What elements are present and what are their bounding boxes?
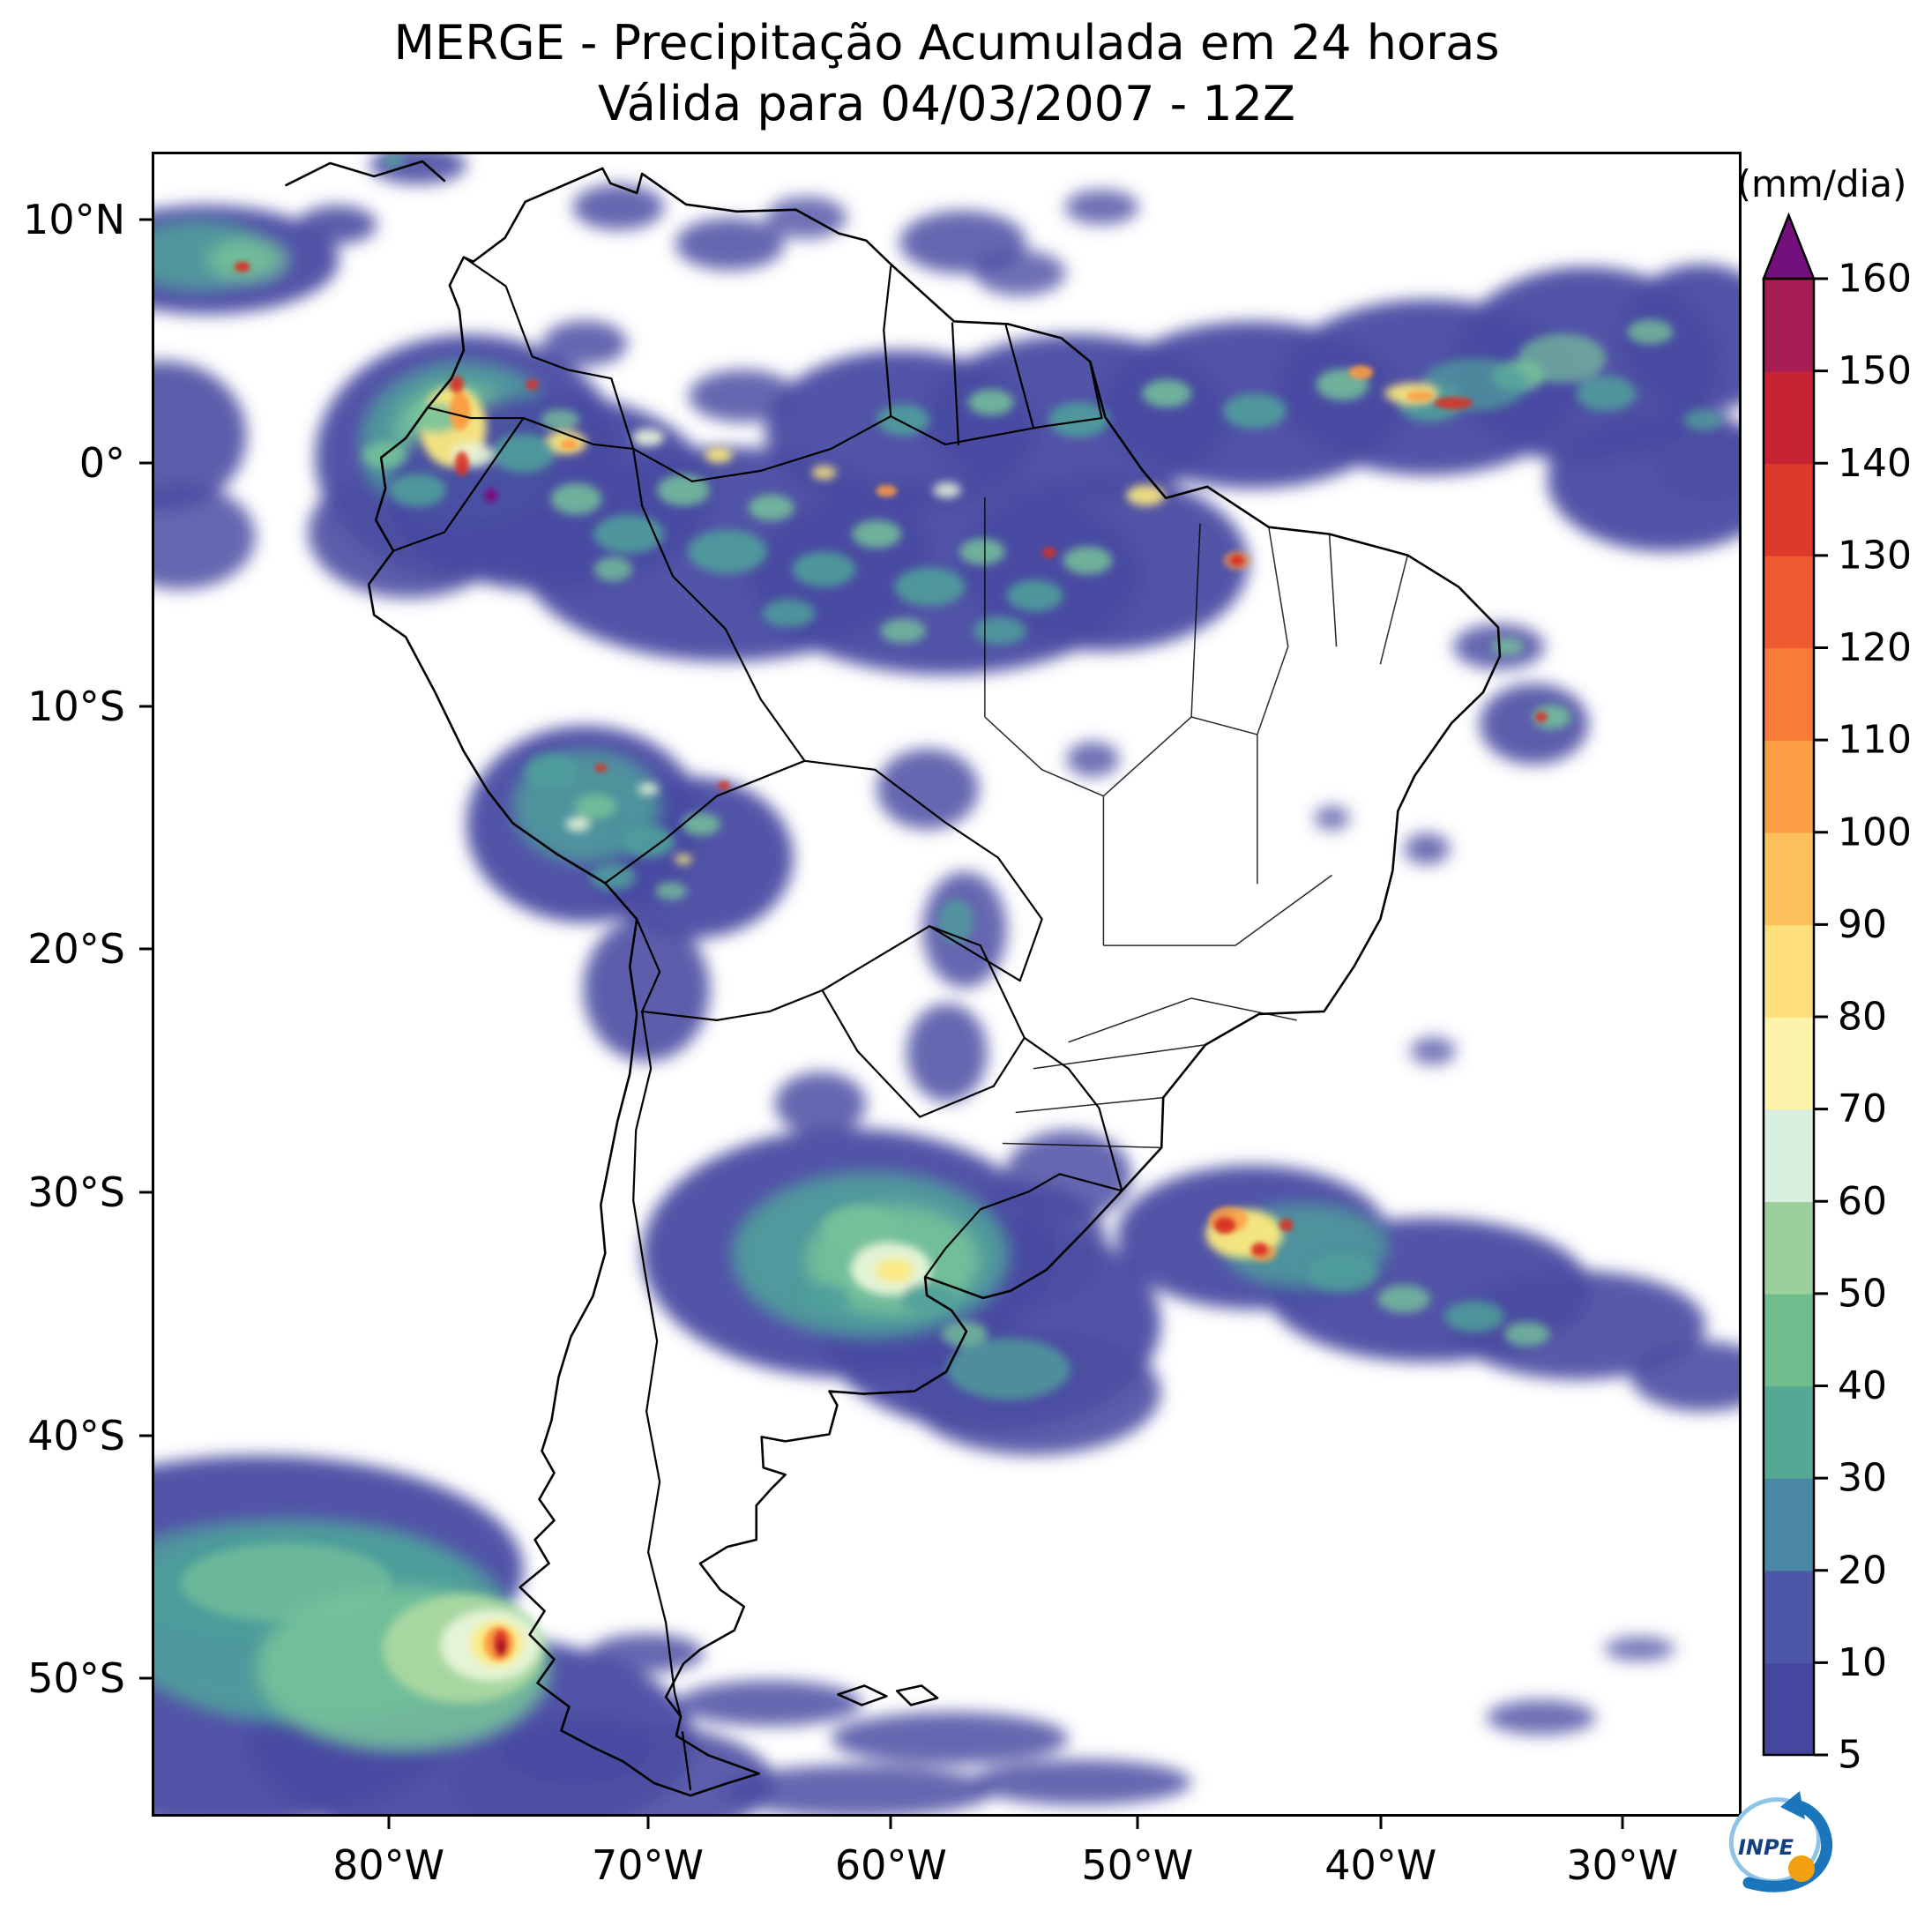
map-svg	[154, 154, 1739, 1814]
colorbar-tick-label: 60	[1838, 1179, 1887, 1224]
y-tick-label: 0°	[78, 439, 125, 488]
colorbar-svg: 160 150 140 130 120 110 100 90 80 70 60 50 40 30 20 10 5	[1762, 212, 1912, 1778]
colorbar-segment	[1764, 832, 1814, 926]
coastline	[285, 160, 1502, 1797]
colorbar-segment	[1764, 924, 1814, 1018]
colorbar-tick-label: 140	[1838, 441, 1912, 486]
x-tick-label: 80°W	[332, 1841, 445, 1889]
x-tick-mark	[1379, 1817, 1383, 1829]
x-tick-mark	[1621, 1817, 1624, 1829]
colorbar-tick-label: 160	[1838, 257, 1912, 302]
colorbar-tick-label: 150	[1838, 348, 1912, 393]
logo-arrowhead	[1780, 1791, 1805, 1819]
colorbar-extend-triangle	[1762, 212, 1816, 280]
y-tick-label: 50°S	[27, 1654, 125, 1703]
y-tick-mark	[139, 1434, 152, 1437]
colorbar-segment	[1764, 1017, 1814, 1110]
colorbar-segment	[1764, 1201, 1814, 1295]
colorbar-segment	[1764, 647, 1814, 741]
colorbar-tick-label: 120	[1838, 625, 1912, 670]
y-tick-mark	[139, 461, 152, 465]
y-tick-label: 20°S	[27, 925, 125, 974]
y-tick-mark	[139, 705, 152, 708]
x-tick-label: 40°W	[1324, 1841, 1437, 1889]
x-tick-mark	[387, 1817, 391, 1829]
x-axis: 80°W 70°W 60°W 50°W 40°W 30°W	[152, 1817, 1742, 1905]
colorbar-tick-label: 20	[1838, 1548, 1887, 1593]
state-borders	[984, 496, 1408, 1149]
logo-swoosh-arrow	[1742, 1799, 1833, 1892]
x-tick-mark	[1136, 1817, 1139, 1829]
y-tick-mark	[139, 1191, 152, 1194]
colorbar-segment	[1764, 555, 1814, 649]
logo-text: INPE	[1738, 1835, 1794, 1860]
map-frame: INPE	[152, 152, 1833, 1892]
colorbar-segment	[1764, 279, 1814, 372]
y-tick-label: 30°S	[27, 1168, 125, 1216]
colorbar-segment	[1764, 1570, 1814, 1664]
colorbar-tick-label: 30	[1838, 1456, 1887, 1501]
colorbar-tick-label: 10	[1838, 1640, 1887, 1685]
colorbar-tick-label: 70	[1838, 1086, 1887, 1131]
x-tick-label: 70°W	[592, 1841, 705, 1889]
colorbar-tick-label: 90	[1838, 902, 1887, 947]
colorbar-segment	[1764, 1293, 1814, 1387]
colorbar-unit-label: (mm/dia)	[1736, 162, 1907, 205]
colorbar-tick-label: 5	[1838, 1733, 1862, 1778]
colorbar-segment	[1764, 463, 1814, 556]
inpe-logo: INPE	[1728, 1791, 1833, 1892]
colorbar-tick-label: 50	[1838, 1271, 1887, 1316]
colorbar-segment	[1764, 740, 1814, 833]
colorbar-tick-label: 40	[1838, 1363, 1887, 1408]
x-tick-label: 50°W	[1081, 1841, 1194, 1889]
colorbar-tick-label: 110	[1838, 718, 1912, 763]
colorbar-tick-label: 80	[1838, 995, 1887, 1040]
y-tick-mark	[139, 218, 152, 221]
title-line-2: Válida para 04/03/2007 - 12Z	[598, 76, 1295, 132]
colorbar-tick-label: 130	[1838, 533, 1912, 578]
colorbar-segment	[1764, 1478, 1814, 1571]
precip-mid-layer	[180, 154, 1723, 1704]
precip-intense-layer	[234, 261, 1548, 1661]
y-tick-mark	[139, 1676, 152, 1680]
logo-sun-dot	[1788, 1855, 1815, 1882]
colorbar-segment	[1764, 1662, 1814, 1756]
colorbar-segment	[1764, 1385, 1814, 1479]
x-tick-mark	[646, 1817, 650, 1829]
colorbar-tick-label: 100	[1838, 810, 1912, 855]
country-borders	[392, 256, 1123, 1791]
x-tick-mark	[889, 1817, 892, 1829]
y-tick-label: 40°S	[27, 1411, 125, 1459]
y-tick-label: 10°S	[27, 682, 125, 730]
colorbar-segment	[1764, 1109, 1814, 1203]
x-tick-label: 60°W	[834, 1841, 947, 1889]
title-line-1: MERGE - Precipitação Acumulada em 24 hor…	[393, 15, 1500, 71]
figure-title: MERGE - Precipitação Acumulada em 24 hor…	[152, 12, 1742, 134]
x-tick-label: 30°W	[1566, 1841, 1679, 1889]
y-axis: 10°N 0° 10°S 20°S 30°S 40°S 50°S	[0, 152, 152, 1817]
colorbar-segment	[1764, 370, 1814, 465]
y-tick-mark	[139, 947, 152, 951]
y-tick-label: 10°N	[23, 196, 125, 244]
